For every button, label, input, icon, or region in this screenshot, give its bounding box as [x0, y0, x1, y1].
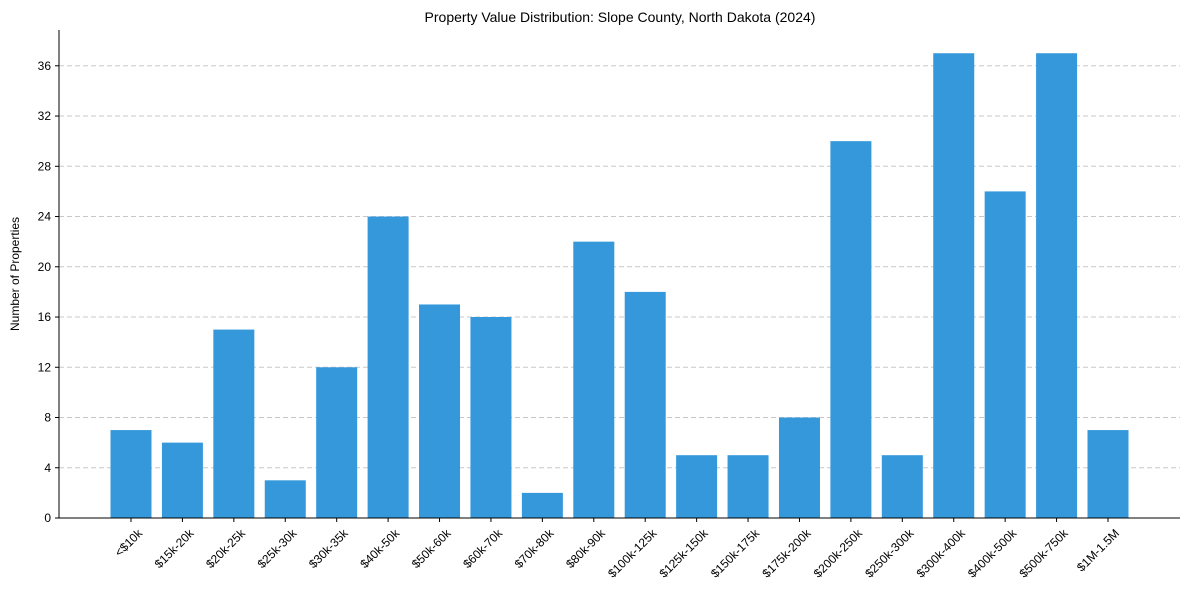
bar: [470, 317, 512, 518]
bar: [778, 417, 820, 518]
x-tick-label: $40k-50k: [357, 526, 403, 572]
x-tick-label: $125k-150k: [657, 526, 712, 581]
y-tick-label: 4: [44, 461, 51, 475]
x-tick-label: $50k-60k: [409, 526, 455, 572]
x-tick-label: $70k-80k: [512, 526, 558, 572]
x-tick-label: $300k-400k: [914, 526, 969, 581]
x-tick-label: $1M-1.5M: [1074, 526, 1122, 574]
x-tick-label: $80k-90k: [563, 526, 609, 572]
x-tick-label: $400k-500k: [965, 526, 1020, 581]
bar: [624, 291, 666, 518]
y-tick-label: 16: [38, 310, 52, 324]
bar: [984, 191, 1026, 518]
y-axis-title: Number of Properties: [8, 217, 22, 331]
x-tick-label: $20k-25k: [203, 526, 249, 572]
x-tick-label: $175k-200k: [759, 526, 814, 581]
bar: [1087, 430, 1129, 518]
y-tick-label: 8: [44, 411, 51, 425]
y-tick-label: 12: [38, 360, 52, 374]
x-tick-label: $100k-125k: [605, 526, 660, 581]
y-tick-label: 36: [38, 59, 52, 73]
bar: [933, 53, 975, 518]
x-tick-label: <$10k: [112, 526, 146, 560]
bar: [367, 216, 409, 518]
bar: [161, 442, 203, 518]
y-ticks: 0 4 8 12 16 20 24 28 32 36: [38, 59, 59, 525]
bar: [264, 480, 306, 518]
bar: [830, 141, 872, 518]
bar: [573, 241, 615, 518]
x-tick-label: $200k-250k: [811, 526, 866, 581]
bar: [213, 329, 255, 518]
x-tick-label: $25k-30k: [255, 526, 301, 572]
chart-title: Property Value Distribution: Slope Count…: [425, 9, 816, 25]
x-ticks: <$10k $15k-20k $20k-25k $25k-30k $30k-35k $40…: [112, 518, 1122, 580]
bar: [316, 367, 358, 518]
bar: [419, 304, 461, 518]
x-tick-label: $250k-300k: [862, 526, 917, 581]
y-tick-label: 0: [44, 511, 51, 525]
y-tick-label: 24: [38, 210, 52, 224]
y-tick-label: 20: [38, 260, 52, 274]
x-tick-label: $500k-750k: [1016, 526, 1071, 581]
axes: [58, 30, 1180, 519]
bar: [727, 455, 769, 518]
y-tick-label: 28: [38, 159, 52, 173]
bar: [676, 455, 718, 518]
bar: [110, 430, 152, 518]
y-tick-label: 32: [38, 109, 52, 123]
x-tick-label: $15k-20k: [152, 526, 198, 572]
bar: [1036, 53, 1078, 518]
bar: [881, 455, 923, 518]
bars: [110, 53, 1129, 518]
x-tick-label: $150k-175k: [708, 526, 763, 581]
x-tick-label: $30k-35k: [306, 526, 352, 572]
x-tick-label: $60k-70k: [460, 526, 506, 572]
bar: [521, 492, 563, 518]
